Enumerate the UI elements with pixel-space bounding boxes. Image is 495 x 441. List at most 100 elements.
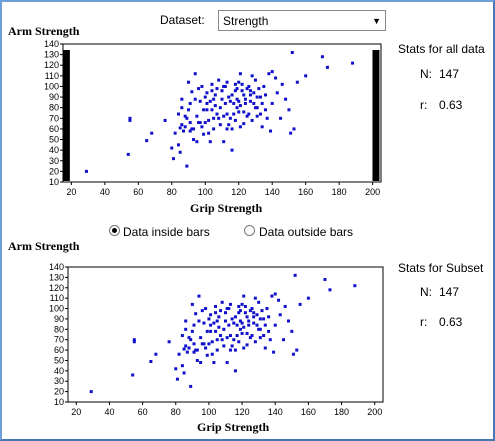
bottom-data-point [243, 311, 247, 315]
top-data-point [304, 74, 308, 78]
top-data-point [185, 116, 189, 120]
bottom-x-tick-label: 100 [201, 407, 216, 417]
top-data-point [193, 72, 197, 76]
top-data-point [212, 116, 216, 120]
bottom-x-tick-label: 80 [171, 407, 181, 417]
bottom-data-point [252, 315, 256, 319]
bottom-data-point [149, 360, 153, 363]
top-data-point [238, 72, 242, 76]
bottom-data-point [290, 329, 294, 333]
bottom-data-point [228, 334, 232, 338]
bottom-data-point [270, 294, 274, 298]
top-data-point [245, 87, 249, 91]
top-data-point [267, 72, 271, 76]
bottom-x-tick-label: 180 [334, 407, 349, 417]
top-data-point [192, 138, 196, 142]
top-data-point [240, 82, 244, 86]
radio-data-inside-bars[interactable] [109, 225, 120, 236]
bottom-y-tick-label: 60 [54, 345, 64, 355]
top-data-point [220, 97, 224, 101]
top-y-tick-label: 70 [49, 113, 59, 123]
top-data-point [235, 97, 239, 101]
bottom-data-point [224, 319, 227, 323]
top-data-point [178, 126, 182, 130]
top-r-value: 0.63 [439, 98, 463, 112]
top-right-bar-handle[interactable] [372, 50, 380, 181]
top-data-point [203, 121, 207, 125]
radio-inside-label[interactable]: Data inside bars [123, 225, 210, 239]
bottom-data-point [209, 313, 213, 317]
top-data-point [200, 84, 204, 88]
bottom-data-point [306, 296, 310, 300]
bottom-data-point [222, 327, 226, 331]
top-data-point [218, 123, 222, 127]
top-data-point [205, 101, 209, 105]
bottom-data-point [184, 344, 188, 348]
top-data-point [270, 101, 274, 105]
top-data-point [253, 106, 257, 110]
top-data-point [243, 101, 247, 105]
radio-outside-label[interactable]: Data outside bars [259, 225, 354, 239]
bottom-data-point [190, 329, 194, 333]
top-data-point [188, 101, 192, 105]
top-x-tick-label: 200 [365, 187, 380, 197]
top-data-point [200, 125, 204, 129]
bottom-data-point [268, 338, 272, 342]
top-x-axis-title: Grip Strength [190, 201, 263, 215]
bottom-data-point [258, 317, 262, 321]
bottom-data-point [199, 361, 203, 365]
top-data-point [351, 61, 355, 65]
top-data-point [292, 127, 296, 131]
bottom-data-point [258, 327, 262, 331]
bottom-data-point [220, 300, 224, 304]
bottom-data-point [214, 311, 218, 315]
top-data-point [180, 106, 184, 110]
bottom-data-point [215, 348, 219, 352]
top-data-point [182, 129, 186, 133]
bottom-data-point [207, 342, 211, 346]
top-data-point [163, 118, 167, 122]
bottom-data-point [277, 298, 281, 302]
top-data-point [215, 87, 219, 91]
top-data-point [238, 104, 242, 108]
top-y-axis-title: Arm Strength [8, 24, 80, 38]
top-data-point [233, 89, 237, 93]
top-data-point [213, 104, 217, 108]
top-data-point [232, 112, 236, 116]
top-data-point [223, 84, 227, 88]
bottom-data-point [353, 284, 357, 288]
bottom-data-point [328, 288, 332, 292]
top-y-tick-label: 50 [49, 135, 59, 145]
top-data-point [280, 82, 284, 86]
bottom-data-point [235, 334, 239, 338]
bottom-data-point [233, 369, 237, 373]
top-data-point [126, 152, 130, 156]
top-data-point [233, 118, 237, 122]
top-data-point [237, 80, 241, 84]
top-data-point [180, 97, 184, 101]
radio-data-outside-bars[interactable] [244, 225, 255, 236]
chevron-down-icon[interactable]: ▼ [372, 16, 381, 26]
top-data-point [250, 74, 254, 78]
top-left-bar-handle[interactable] [62, 50, 70, 181]
top-data-point [262, 84, 266, 88]
top-x-tick-label: 180 [332, 187, 347, 197]
bottom-data-point [192, 323, 196, 327]
bottom-data-point [132, 340, 136, 344]
bottom-data-point [202, 342, 206, 346]
top-data-point [187, 108, 191, 112]
bottom-data-point [242, 294, 246, 298]
bottom-data-point [177, 352, 181, 356]
bottom-y-tick-label: 10 [54, 397, 64, 407]
top-data-point [195, 114, 199, 118]
bottom-data-point [235, 323, 239, 327]
bottom-data-point [227, 323, 231, 327]
top-data-point [183, 125, 187, 129]
top-data-point [248, 99, 252, 103]
bottom-y-tick-label: 30 [54, 376, 64, 386]
bottom-data-point [293, 273, 297, 277]
top-data-point [257, 87, 261, 91]
dataset-dropdown[interactable]: Strength ▼ [218, 10, 386, 31]
bottom-y-tick-label: 130 [49, 272, 64, 282]
top-data-point [185, 164, 189, 168]
